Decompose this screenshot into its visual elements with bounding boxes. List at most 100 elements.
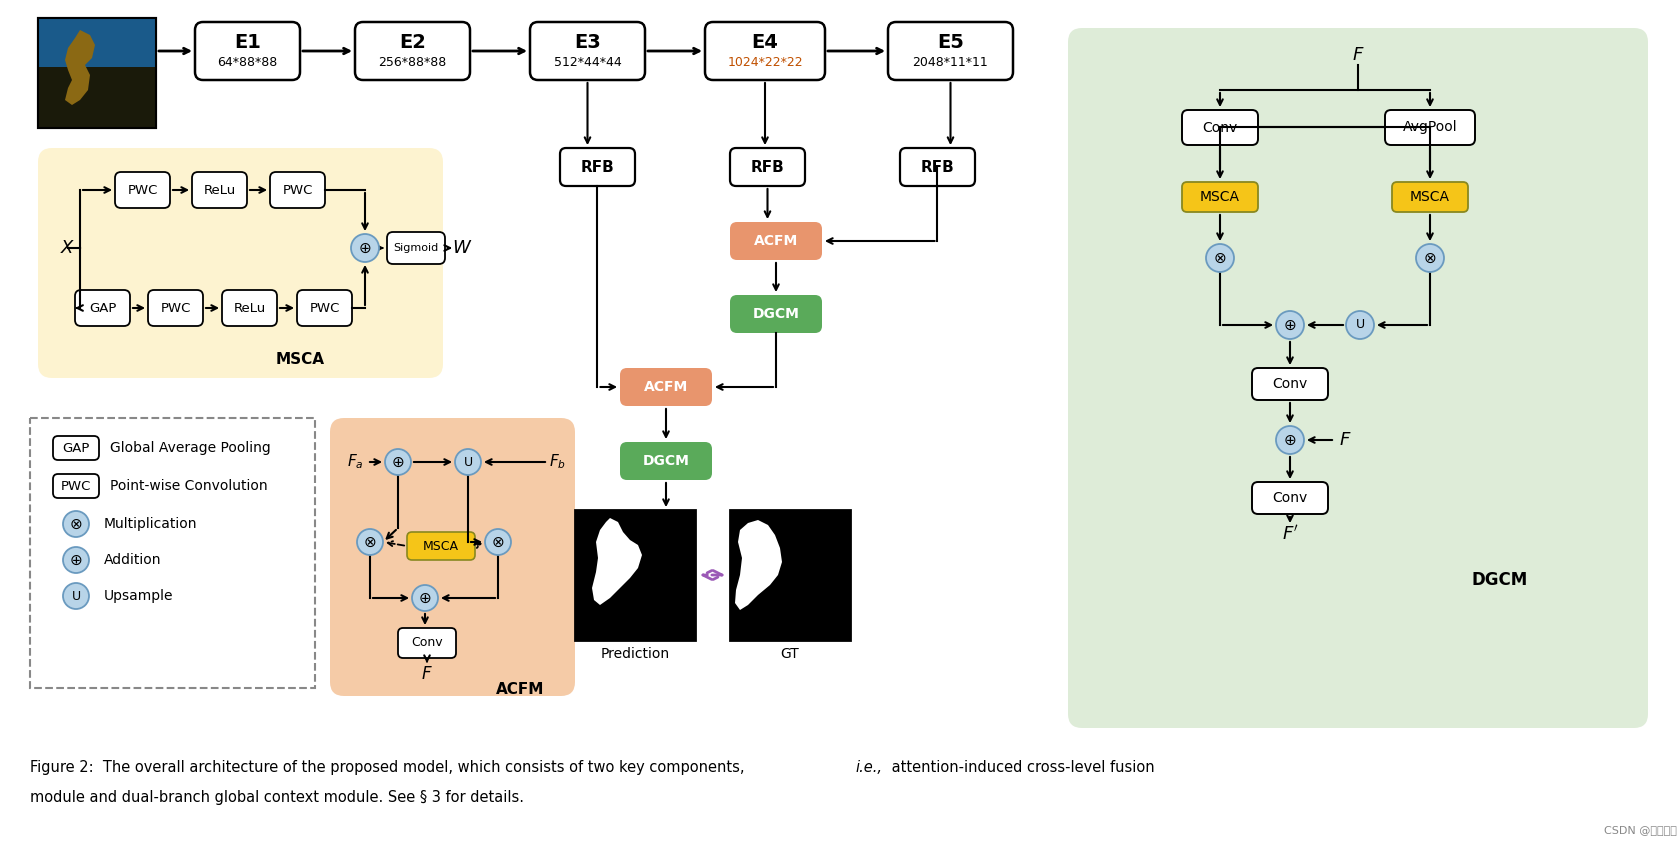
- FancyBboxPatch shape: [39, 148, 444, 378]
- Bar: [39, 18, 156, 128]
- Text: 64*88*88: 64*88*88: [217, 56, 277, 69]
- Text: Conv: Conv: [1201, 120, 1236, 135]
- Text: $X$: $X$: [60, 239, 76, 257]
- Text: Conv: Conv: [412, 636, 442, 650]
- FancyBboxPatch shape: [899, 148, 974, 186]
- Text: E3: E3: [575, 32, 600, 52]
- Text: ⊕: ⊕: [1284, 318, 1295, 333]
- Circle shape: [1346, 311, 1373, 339]
- Circle shape: [455, 449, 480, 475]
- FancyBboxPatch shape: [704, 22, 825, 80]
- FancyBboxPatch shape: [76, 290, 129, 326]
- Text: ReLu: ReLu: [203, 184, 235, 197]
- Circle shape: [385, 449, 410, 475]
- Text: Addition: Addition: [104, 553, 161, 567]
- FancyBboxPatch shape: [1181, 110, 1257, 145]
- Text: ACFM: ACFM: [496, 683, 544, 697]
- Text: ACFM: ACFM: [753, 234, 798, 248]
- Text: ⊕: ⊕: [418, 590, 432, 606]
- FancyBboxPatch shape: [559, 148, 635, 186]
- Polygon shape: [591, 518, 642, 605]
- Text: PWC: PWC: [160, 302, 190, 314]
- Text: Figure 2:  The overall architecture of the proposed model, which consists of two: Figure 2: The overall architecture of th…: [30, 760, 749, 775]
- Text: MSCA: MSCA: [1200, 190, 1240, 204]
- Text: PWC: PWC: [60, 479, 91, 492]
- Text: Global Average Pooling: Global Average Pooling: [109, 441, 270, 455]
- Text: Upsample: Upsample: [104, 589, 173, 603]
- Text: ⊕: ⊕: [391, 455, 405, 469]
- Text: $W$: $W$: [452, 239, 472, 257]
- Bar: [30, 418, 314, 688]
- FancyBboxPatch shape: [1252, 482, 1327, 514]
- Circle shape: [62, 583, 89, 609]
- Text: DGCM: DGCM: [642, 454, 689, 468]
- FancyBboxPatch shape: [1252, 368, 1327, 400]
- Text: 2048*11*11: 2048*11*11: [912, 56, 988, 69]
- FancyBboxPatch shape: [620, 442, 712, 480]
- FancyBboxPatch shape: [729, 148, 805, 186]
- Circle shape: [356, 529, 383, 555]
- Text: RFB: RFB: [580, 159, 613, 174]
- Text: PWC: PWC: [128, 184, 158, 197]
- FancyBboxPatch shape: [887, 22, 1013, 80]
- Text: ⊗: ⊗: [491, 534, 504, 550]
- Text: ⊗: ⊗: [69, 517, 82, 532]
- FancyBboxPatch shape: [407, 532, 475, 560]
- Text: attention-induced cross-level fusion: attention-induced cross-level fusion: [887, 760, 1154, 775]
- FancyBboxPatch shape: [222, 290, 277, 326]
- Text: RFB: RFB: [921, 159, 954, 174]
- Text: ⊕: ⊕: [358, 241, 371, 256]
- Text: RFB: RFB: [751, 159, 785, 174]
- Text: 256*88*88: 256*88*88: [378, 56, 447, 69]
- FancyBboxPatch shape: [54, 436, 99, 460]
- Text: module and dual-branch global context module. See § 3 for details.: module and dual-branch global context mo…: [30, 790, 524, 805]
- Text: U: U: [71, 590, 81, 602]
- FancyBboxPatch shape: [398, 628, 455, 658]
- FancyBboxPatch shape: [54, 474, 99, 498]
- Text: CSDN @交换喜进: CSDN @交换喜进: [1603, 825, 1675, 835]
- Text: Sigmoid: Sigmoid: [393, 243, 438, 253]
- Text: ACFM: ACFM: [643, 380, 687, 394]
- Text: ⊕: ⊕: [1284, 433, 1295, 447]
- Text: AvgPool: AvgPool: [1401, 120, 1457, 135]
- Text: ⊕: ⊕: [69, 552, 82, 567]
- Text: 1024*22*22: 1024*22*22: [727, 56, 803, 69]
- FancyBboxPatch shape: [297, 290, 351, 326]
- Text: E1: E1: [234, 32, 260, 52]
- Text: PWC: PWC: [282, 184, 312, 197]
- Bar: [39, 18, 156, 128]
- Circle shape: [1205, 244, 1233, 272]
- Circle shape: [1275, 426, 1304, 454]
- FancyBboxPatch shape: [386, 232, 445, 264]
- Text: U: U: [1354, 318, 1364, 331]
- Text: MSCA: MSCA: [276, 352, 324, 368]
- Circle shape: [486, 529, 511, 555]
- Bar: [575, 510, 694, 640]
- Circle shape: [1415, 244, 1443, 272]
- Text: Point-wise Convolution: Point-wise Convolution: [109, 479, 267, 493]
- Text: ReLu: ReLu: [234, 302, 265, 314]
- FancyBboxPatch shape: [529, 22, 645, 80]
- FancyBboxPatch shape: [192, 172, 247, 208]
- FancyBboxPatch shape: [270, 172, 324, 208]
- Circle shape: [351, 234, 378, 262]
- Text: $F$: $F$: [422, 665, 433, 683]
- Text: $F$: $F$: [1337, 431, 1351, 449]
- Circle shape: [1275, 311, 1304, 339]
- FancyBboxPatch shape: [114, 172, 170, 208]
- Text: $F_a$: $F_a$: [346, 452, 363, 471]
- Text: Conv: Conv: [1272, 377, 1307, 391]
- FancyBboxPatch shape: [1391, 182, 1467, 212]
- Bar: [39, 68, 156, 128]
- Text: MSCA: MSCA: [423, 540, 459, 552]
- Circle shape: [412, 585, 438, 611]
- Text: MSCA: MSCA: [1410, 190, 1450, 204]
- Text: GAP: GAP: [62, 441, 89, 455]
- FancyBboxPatch shape: [195, 22, 299, 80]
- FancyBboxPatch shape: [729, 295, 822, 333]
- Circle shape: [62, 547, 89, 573]
- Bar: [729, 510, 850, 640]
- Text: E4: E4: [751, 32, 778, 52]
- FancyBboxPatch shape: [620, 368, 712, 406]
- Text: ⊗: ⊗: [1213, 251, 1226, 265]
